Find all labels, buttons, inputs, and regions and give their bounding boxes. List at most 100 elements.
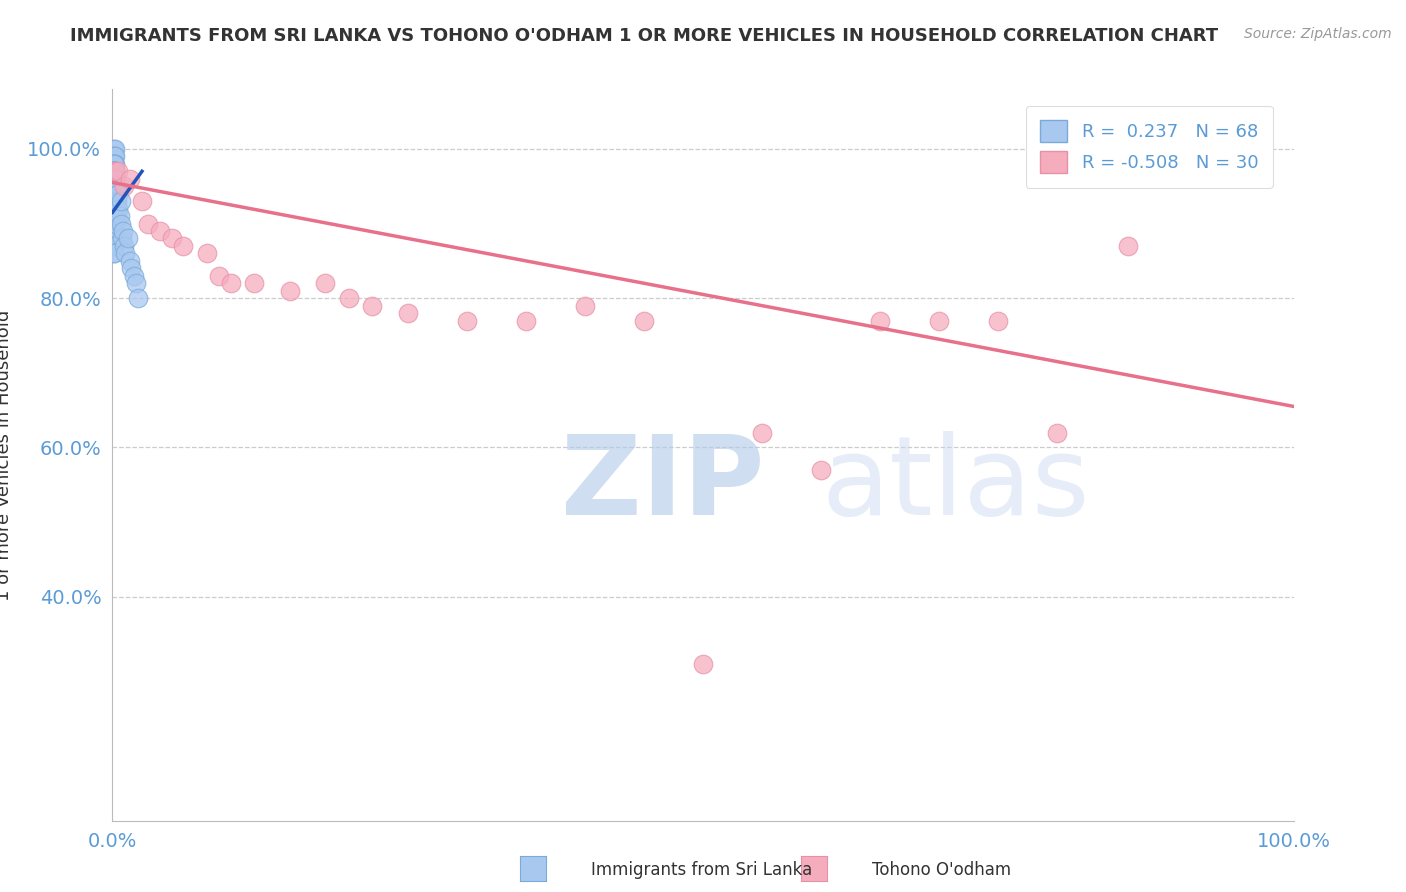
Point <box>314 277 336 291</box>
Point <box>107 186 129 201</box>
Point <box>104 164 127 178</box>
Point <box>1046 425 1069 440</box>
Point <box>987 313 1010 327</box>
Point <box>120 171 142 186</box>
Point <box>103 171 125 186</box>
Point <box>103 202 125 216</box>
Point <box>103 149 125 163</box>
Text: Tohono O'odham: Tohono O'odham <box>872 861 1011 879</box>
Point <box>103 179 125 194</box>
Point <box>103 194 125 209</box>
Point <box>110 194 132 209</box>
Point <box>103 157 125 171</box>
Point <box>108 209 131 223</box>
Point <box>103 149 125 163</box>
Point <box>104 171 127 186</box>
Point <box>515 313 537 327</box>
Point <box>104 164 127 178</box>
Point <box>160 231 183 245</box>
Point <box>112 239 135 253</box>
Point <box>110 217 132 231</box>
Point <box>103 171 125 186</box>
Point <box>103 224 125 238</box>
Point <box>751 425 773 440</box>
Point <box>243 277 266 291</box>
Point <box>105 186 128 201</box>
Point <box>103 164 125 178</box>
Point <box>103 194 125 209</box>
Point <box>131 194 153 209</box>
Point <box>103 209 125 223</box>
Point <box>361 299 384 313</box>
Point <box>456 313 478 327</box>
Y-axis label: 1 or more Vehicles in Household: 1 or more Vehicles in Household <box>0 310 14 600</box>
Point <box>103 179 125 194</box>
Point <box>103 142 125 156</box>
Text: ZIP: ZIP <box>561 431 765 538</box>
Point <box>125 277 148 291</box>
Point <box>337 291 360 305</box>
Point <box>104 149 127 163</box>
Point <box>810 463 832 477</box>
Legend: R =  0.237   N = 68, R = -0.508   N = 30: R = 0.237 N = 68, R = -0.508 N = 30 <box>1025 105 1272 187</box>
Point <box>103 157 125 171</box>
Point <box>105 194 128 209</box>
Point <box>112 179 135 194</box>
Point <box>692 657 714 671</box>
Point <box>105 217 128 231</box>
Point <box>219 277 242 291</box>
Point <box>117 231 139 245</box>
Point <box>278 284 301 298</box>
Point <box>103 246 125 260</box>
Point <box>633 313 655 327</box>
Point <box>104 194 127 209</box>
Point <box>107 164 129 178</box>
Point <box>120 253 142 268</box>
Point <box>103 171 125 186</box>
Point <box>103 164 125 178</box>
Text: Source: ZipAtlas.com: Source: ZipAtlas.com <box>1244 27 1392 41</box>
Point <box>103 157 125 171</box>
Point <box>208 268 231 283</box>
Point <box>111 231 134 245</box>
Point <box>103 224 125 238</box>
Text: atlas: atlas <box>821 431 1090 538</box>
Point <box>103 186 125 201</box>
Point <box>103 179 125 194</box>
Point <box>103 231 125 245</box>
Point <box>103 164 125 178</box>
Point <box>103 186 125 201</box>
Point <box>103 209 125 223</box>
Point <box>104 179 127 194</box>
Point <box>103 202 125 216</box>
Point <box>574 299 596 313</box>
Text: Immigrants from Sri Lanka: Immigrants from Sri Lanka <box>591 861 811 879</box>
Point <box>120 261 142 276</box>
Point <box>103 239 125 253</box>
Point <box>104 157 127 171</box>
Point <box>105 209 128 223</box>
Point <box>928 313 950 327</box>
Point <box>107 202 129 216</box>
Point <box>103 164 125 178</box>
Point <box>103 164 125 178</box>
Point <box>105 171 128 186</box>
Point <box>396 306 419 320</box>
Point <box>127 291 149 305</box>
Point <box>105 202 128 216</box>
Point <box>103 217 125 231</box>
Point <box>112 224 135 238</box>
Point <box>869 313 891 327</box>
Point <box>136 217 159 231</box>
Point <box>103 171 125 186</box>
Point <box>114 246 136 260</box>
Point <box>103 186 125 201</box>
Point <box>195 246 218 260</box>
Point <box>149 224 172 238</box>
Point <box>104 142 127 156</box>
Text: IMMIGRANTS FROM SRI LANKA VS TOHONO O'ODHAM 1 OR MORE VEHICLES IN HOUSEHOLD CORR: IMMIGRANTS FROM SRI LANKA VS TOHONO O'OD… <box>70 27 1219 45</box>
Point <box>103 246 125 260</box>
Point <box>1116 239 1139 253</box>
Point <box>103 239 125 253</box>
Point <box>122 268 145 283</box>
